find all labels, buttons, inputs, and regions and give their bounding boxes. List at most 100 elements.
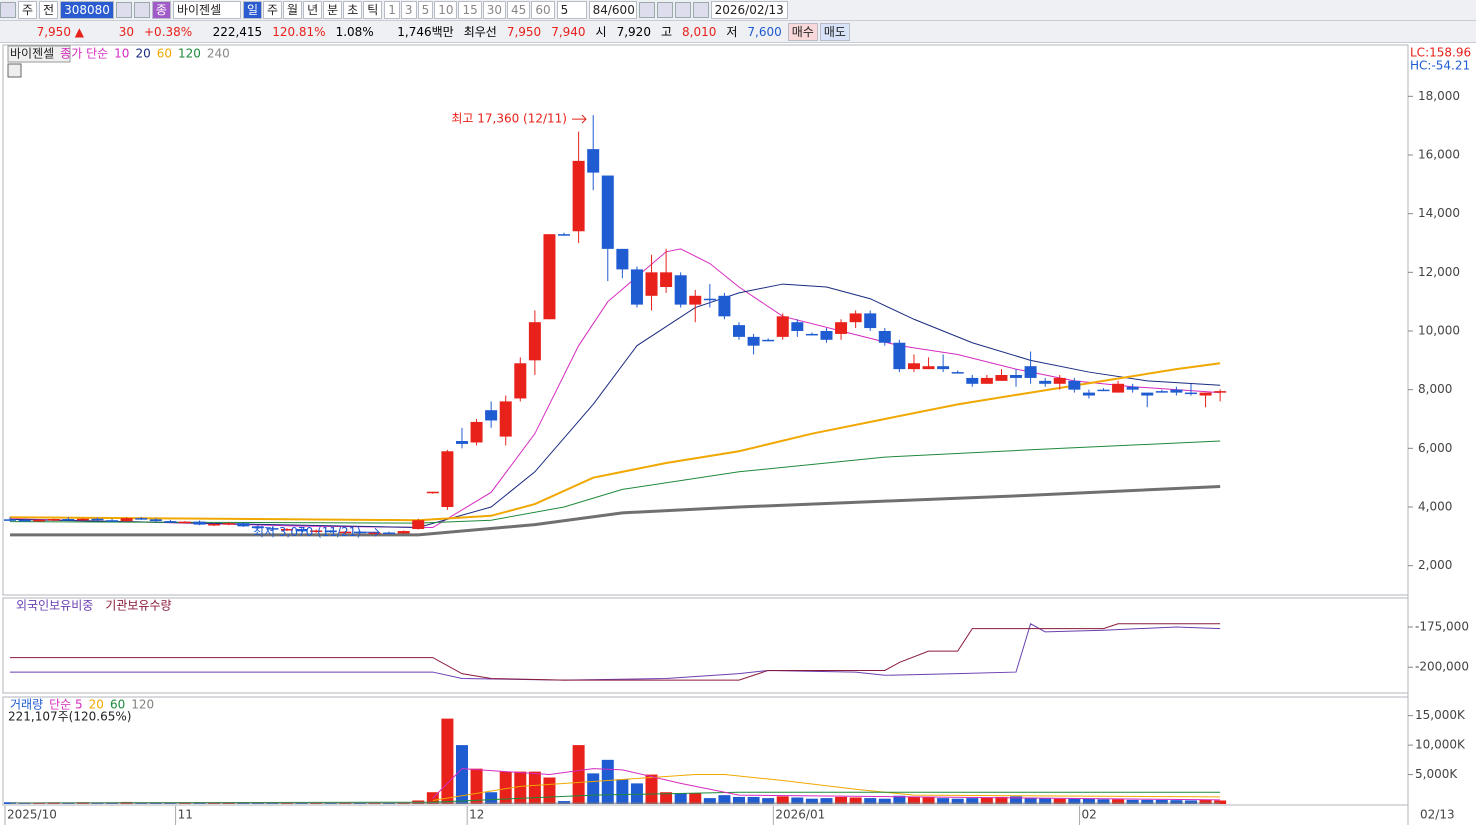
tool-icon[interactable] (656, 2, 673, 18)
candle-body (1199, 392, 1212, 396)
legend-entry: 60 (110, 698, 125, 712)
y-tick-label: 14,000 (1418, 206, 1460, 220)
info-bar: 7,950 ▲ 30 +0.38% 222,415 120.81% 1.08% … (0, 21, 1476, 43)
legend-name: 바이젠셀 (10, 47, 54, 61)
change-pct: +0.38% (144, 24, 193, 39)
candle-body (222, 523, 235, 525)
volume-bar (1141, 799, 1154, 804)
stock-name[interactable]: 바이젠셀 (172, 1, 241, 19)
buy-button[interactable]: 매수 (787, 22, 818, 41)
market-select[interactable]: 주 (18, 1, 38, 19)
period-button[interactable]: 주 (263, 1, 283, 19)
period-button[interactable]: 분 (323, 1, 343, 19)
candle-body (33, 519, 46, 522)
y-tick-label: 2,000 (1418, 558, 1452, 572)
candle-body (455, 441, 468, 444)
candle-body (907, 363, 920, 370)
sell-button[interactable]: 매도 (819, 22, 850, 41)
volume-bar (1155, 799, 1168, 804)
candle-body (62, 519, 75, 521)
ma-line (9, 283, 1221, 529)
interval-button[interactable]: 10 (434, 1, 458, 19)
x-tick-label: 12 (469, 808, 484, 822)
candle-body (820, 331, 833, 340)
volume-bar (324, 803, 337, 804)
volume-bar (1199, 799, 1212, 804)
ma-line (10, 484, 1221, 537)
interval-button[interactable]: 3 (400, 1, 417, 19)
volume-bar (864, 798, 877, 804)
arrow (365, 527, 380, 537)
candle-body (1010, 375, 1023, 378)
volume-ma-line (432, 774, 1221, 801)
period-button[interactable]: 초 (343, 1, 363, 19)
period-button[interactable]: 월 (283, 1, 303, 19)
search-icon[interactable] (115, 2, 132, 18)
settings-icon[interactable] (692, 2, 709, 18)
period-button[interactable]: 일 (242, 1, 262, 19)
candle-body (470, 421, 483, 443)
candle-body (1068, 380, 1081, 390)
low-label: 저 (726, 24, 738, 39)
sound-icon[interactable] (133, 2, 150, 18)
prev-button[interactable]: 전 (39, 1, 59, 19)
x-tick-label: 2025/10 (7, 808, 57, 822)
candle-body (762, 339, 775, 342)
candle-body (689, 295, 702, 305)
period-button[interactable]: 년 (303, 1, 323, 19)
date-input[interactable]: 2026/02/13 (710, 1, 788, 19)
volume-bar (878, 798, 891, 804)
icon[interactable] (7, 63, 22, 78)
interval-button[interactable]: 30 (482, 1, 507, 19)
interval-button[interactable]: 60 (531, 1, 555, 19)
legend-entry: 60 (157, 47, 172, 61)
volume-bar (616, 779, 629, 804)
y-tick-label: 4,000 (1418, 500, 1452, 514)
candle-body (1184, 392, 1197, 395)
icon[interactable] (0, 2, 16, 18)
candle-body (295, 529, 308, 532)
price-panel (2, 44, 1409, 596)
candle-body (747, 336, 760, 346)
legend-entry: 120 (131, 698, 154, 712)
period-button[interactable]: 틱 (363, 1, 383, 19)
candle-body (587, 149, 600, 173)
candle-body (995, 375, 1008, 381)
tool-icon[interactable] (638, 2, 655, 18)
candle-body (922, 366, 935, 370)
candle-body (106, 520, 119, 522)
volume-bar (805, 798, 818, 804)
candle-body (120, 518, 133, 522)
volume-bar (1214, 800, 1227, 804)
candle-body (558, 234, 571, 236)
count: 84/600 (588, 1, 637, 19)
code-input[interactable]: 308080 (60, 1, 114, 19)
candle-body (1112, 383, 1125, 393)
candle-body (281, 529, 294, 531)
volume-bar (1068, 798, 1081, 804)
candle-body (76, 518, 89, 521)
ma-line (9, 440, 1221, 524)
volume-bar (995, 796, 1008, 804)
y-tick-label: 6,000 (1418, 441, 1452, 455)
interval-button[interactable]: 45 (507, 1, 531, 19)
candle-body (266, 528, 279, 530)
candle-body (1039, 380, 1052, 384)
legend-entry: 20 (89, 698, 104, 712)
interval-button[interactable]: 5 (417, 1, 434, 19)
candle-body (893, 342, 906, 370)
turnover: 1.08% (335, 24, 374, 39)
save-icon[interactable] (674, 2, 691, 18)
volume-bar (528, 771, 541, 804)
candle-body (616, 248, 629, 270)
volume-bar (1024, 797, 1037, 804)
candle-body (1082, 392, 1095, 396)
candle-body (383, 532, 396, 535)
interval-input[interactable]: 5 (556, 1, 587, 19)
volume: 222,415 (212, 24, 263, 39)
x-tick-label: 02 (1082, 808, 1097, 822)
interval-button[interactable]: 1 (384, 1, 400, 19)
candle-body (310, 530, 323, 532)
interval-button[interactable]: 15 (458, 1, 482, 19)
